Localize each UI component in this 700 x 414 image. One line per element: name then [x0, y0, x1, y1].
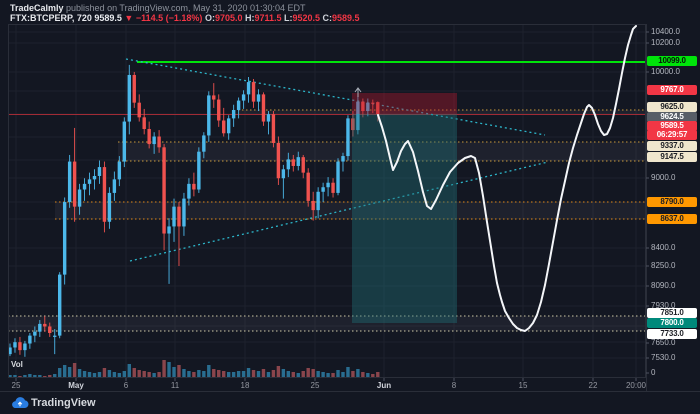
ohlc-value: 9705.0 [214, 13, 243, 23]
price-change: −114.5 (−1.18%) [135, 13, 203, 23]
volume-layer [8, 360, 380, 377]
ohlc-value: 9711.5 [254, 13, 282, 23]
target-zone [352, 114, 457, 323]
footer: TradingView [0, 392, 700, 414]
candles-layer [8, 64, 380, 357]
ohlc-label: L: [281, 13, 293, 23]
horizontal-lines [8, 61, 645, 332]
publish-note: published on TradingView.com, May 31, 20… [63, 3, 306, 13]
symbol-interval: FTX:BTCPERP, 720 [10, 13, 92, 23]
descending-trendline [125, 58, 546, 136]
volume-indicator-label: Vol [11, 360, 23, 369]
last-price: 9589.5 [94, 13, 122, 23]
alert-bands [8, 110, 645, 331]
trendlines [125, 58, 549, 262]
symbol-legend: FTX:BTCPERP, 720 9589.5 ▼ −114.5 (−1.18%… [10, 13, 360, 23]
ohlc-value: 9520.5 [292, 13, 321, 23]
direction-down-icon: ▼ [124, 13, 134, 23]
ohlc-label: O: [204, 13, 215, 23]
ascending-trendline [129, 161, 549, 262]
ohlc-label: H: [242, 13, 255, 23]
publish-info: TradeCalmly published on TradingView.com… [10, 3, 306, 13]
projection-line [377, 25, 637, 332]
tradingview-brand[interactable]: TradingView [31, 397, 96, 409]
ohlc-label: C: [320, 13, 333, 23]
author-name: TradeCalmly [10, 3, 64, 13]
arrow-up-marker [354, 87, 362, 97]
ohlc-readout: O:9705.0 H:9711.5 L:9520.5 C:9589.5 [205, 13, 360, 23]
tradingview-cloud-logo-icon[interactable] [11, 396, 29, 410]
ohlc-value: 9589.5 [332, 13, 360, 23]
zones [352, 93, 457, 323]
chart-frame [0, 24, 700, 392]
supply-zone [352, 93, 457, 114]
